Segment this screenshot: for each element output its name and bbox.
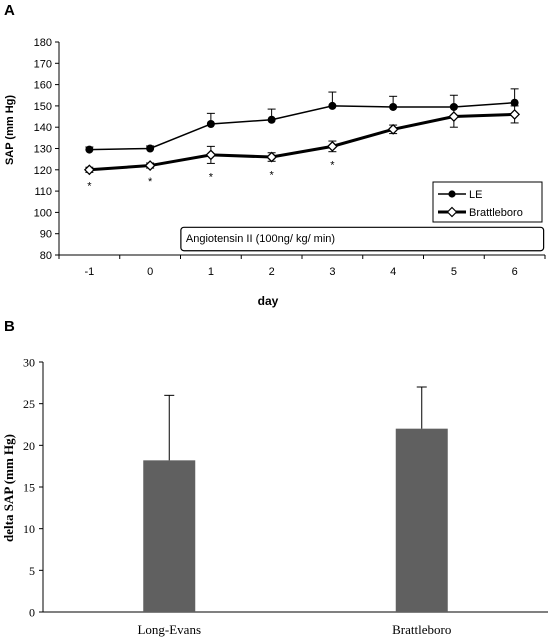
- significance-asterisk: *: [330, 160, 335, 172]
- panel-b-x-tick-label: Brattleboro: [392, 622, 451, 637]
- panel-b-y-tick-label: 30: [23, 356, 35, 370]
- panel-b: B delta SAP (mm Hg) 0 5 10 15 20 25 30 Long-Ev…: [1, 318, 548, 637]
- panel-b-y-tick-label: 25: [23, 397, 35, 411]
- legend-brattleboro-marker: [446, 206, 458, 218]
- panel-a-y-tick-label: 120: [34, 165, 52, 177]
- panel-a-x-tick-label: 3: [329, 266, 335, 278]
- panel-b-y-ticks: 0 5 10 15 20 25 30: [23, 356, 43, 620]
- panel-b-y-tick-label: 0: [29, 606, 35, 620]
- data-point-le: [389, 102, 398, 111]
- panel-b-y-tick-label: 10: [23, 522, 35, 536]
- panel-b-y-axis-label: delta SAP (mm Hg): [1, 434, 16, 542]
- data-point-brattleboro: [509, 109, 521, 120]
- panel-a-y-tick-label: 140: [34, 122, 52, 134]
- panel-a-x-tick-label: 2: [269, 266, 275, 278]
- data-point-brattleboro: [83, 164, 95, 176]
- panel-a-y-tick-label: 180: [34, 37, 52, 49]
- panel-b-y-tick-label: 20: [23, 439, 35, 453]
- panel-b-bars: [143, 386, 448, 612]
- panel-b-x-tick-label: Long-Evans: [137, 622, 201, 637]
- panel-a-y-tick-label: 90: [40, 229, 52, 241]
- data-point-le: [449, 102, 458, 111]
- data-point-brattleboro: [144, 160, 156, 171]
- data-point-le: [510, 98, 519, 107]
- panel-a-y-tick-label: 160: [34, 80, 52, 92]
- data-point-brattleboro: [387, 123, 399, 135]
- panel-a-y-tick-label: 100: [34, 207, 52, 219]
- panel-a-x-tick-label: 6: [512, 266, 518, 278]
- panel-a-y-tick-label: 110: [34, 186, 52, 198]
- data-point-brattleboro: [326, 140, 338, 152]
- panel-a-y-tick-label: 80: [40, 250, 52, 262]
- series-line-brattleboro: [89, 112, 515, 172]
- panel-b-x-ticks: Long-Evans Brattleboro: [137, 622, 451, 637]
- legend-brattleboro-label: Brattleboro: [469, 207, 523, 219]
- panel-a-x-tick-label: 0: [147, 266, 153, 278]
- panel-a-x-axis-label: day: [258, 294, 279, 308]
- infusion-label: Angiotensin II (100ng/ kg/ min): [186, 233, 335, 245]
- data-point-le: [85, 145, 94, 154]
- panel-a-letter: A: [4, 2, 15, 19]
- panel-a-series: [83, 88, 521, 176]
- panel-b-y-tick-label: 15: [23, 481, 35, 495]
- bar-brattleboro: [395, 428, 448, 612]
- panel-a-y-tick-label: 170: [34, 58, 52, 70]
- panel-a-x-tick-label: -1: [84, 266, 94, 278]
- panel-b-y-tick-label: 5: [29, 564, 35, 578]
- significance-asterisk: *: [209, 171, 214, 183]
- panel-a-x-tick-label: 1: [208, 266, 214, 278]
- data-point-le: [206, 120, 215, 129]
- bar-long-evans: [143, 460, 196, 612]
- significance-asterisk: *: [269, 169, 274, 181]
- infusion-box: [180, 226, 545, 252]
- panel-a: A SAP (mm Hg) day 8090100110120130140150…: [4, 2, 546, 308]
- panel-a-y-axis-label: SAP (mm Hg): [4, 95, 16, 165]
- series-line-le: [89, 101, 515, 151]
- panel-a-legend: LE Brattleboro: [432, 181, 543, 223]
- significance-asterisk: *: [87, 180, 92, 192]
- panel-a-x-tick-label: 5: [451, 266, 457, 278]
- data-point-le: [146, 144, 155, 153]
- infusion-annotation: Angiotensin II (100ng/ kg/ min): [180, 226, 545, 252]
- panel-a-y-tick-label: 150: [34, 101, 52, 113]
- legend-le-marker: [448, 190, 456, 198]
- data-point-brattleboro: [448, 111, 460, 122]
- significance-asterisk: *: [148, 176, 153, 188]
- panel-a-x-ticks: -1 0 1 2 3 4 5 6: [58, 255, 546, 278]
- panel-a-y-tick-label: 130: [34, 144, 52, 156]
- significance-markers: * * * * *: [87, 160, 335, 193]
- data-point-le: [267, 115, 276, 124]
- panel-a-x-tick-label: 4: [390, 266, 396, 278]
- panel-a-y-ticks: 80 90 100 110 120 130 140 150 160 170 180: [34, 37, 59, 262]
- panel-b-letter: B: [4, 318, 15, 335]
- legend-le-label: LE: [469, 189, 482, 201]
- data-point-brattleboro: [266, 151, 278, 163]
- data-point-brattleboro: [205, 149, 217, 161]
- data-point-le: [328, 101, 337, 110]
